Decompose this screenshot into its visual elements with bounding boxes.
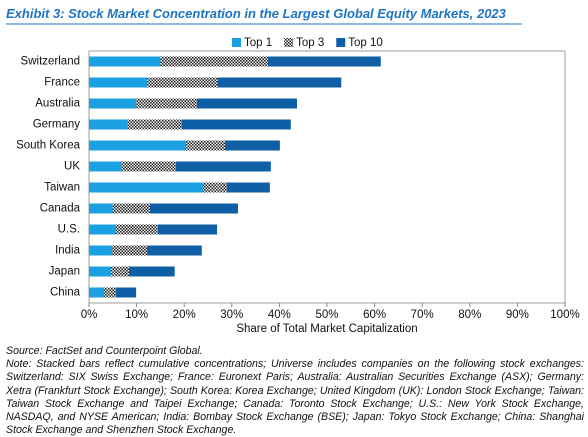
x-tick-label: 30% [220,309,243,321]
bar [89,119,182,130]
legend-label: Top 1 [244,37,272,49]
bar [89,98,137,109]
legend-label: Top 3 [296,37,324,49]
legend-swatch [284,38,294,47]
x-tick-label: 80% [458,309,481,321]
legend-swatch [232,38,241,47]
y-tick-label: Taiwan [44,182,80,194]
y-tick-label: Germany [33,119,81,131]
bar [89,203,238,214]
bar [89,161,177,172]
x-tick-label: 100% [550,309,579,321]
bar [89,224,159,235]
y-tick-label: U.S. [58,224,80,236]
note: Note: Stacked bars reflect cumulative co… [6,358,584,437]
bar [89,266,111,277]
bar [89,245,112,256]
y-tick-label: India [55,245,81,257]
x-tick-label: 10% [125,309,148,321]
y-tick-label: Australia [35,98,80,110]
y-tick-label: South Korea [16,140,81,152]
x-tick-label: 90% [506,309,529,321]
bar [89,140,187,151]
y-tick-label: Japan [49,266,80,278]
y-tick-label: Switzerland [21,56,80,68]
bar [89,161,271,172]
chart-title: Exhibit 3: Stock Market Concentration in… [6,6,507,21]
x-tick-label: 0% [81,309,98,321]
bar [89,77,218,88]
x-tick-label: 50% [315,309,338,321]
bar [89,266,175,277]
notes: Source: FactSet and Counterpoint Global.… [6,345,584,437]
legend-swatch [336,38,346,47]
y-tick-label: China [50,287,81,299]
chart: Exhibit 3: Stock Market Concentration in… [6,6,580,335]
plot-frame [88,50,566,304]
bar [89,245,148,256]
bar [89,56,161,67]
bar [89,287,105,298]
bar [89,56,268,67]
bar [89,224,117,235]
x-tick-label: 20% [173,309,196,321]
bar [89,161,121,172]
bar [89,98,198,109]
source: Source: FactSet and Counterpoint Global. [6,345,203,357]
bar [89,77,148,88]
x-axis-title: Share of Total Market Capitalization [236,323,417,335]
bar [89,203,150,214]
legend-label: Top 10 [348,37,383,49]
bar [89,119,291,130]
bar [89,203,113,214]
x-tick-label: 60% [363,309,386,321]
bar [89,119,128,130]
bar [89,182,204,193]
x-tick-label: 70% [411,309,434,321]
x-tick-label: 40% [268,309,291,321]
y-tick-label: UK [64,161,80,173]
y-tick-label: Canada [40,203,81,215]
y-tick-label: France [44,77,80,89]
